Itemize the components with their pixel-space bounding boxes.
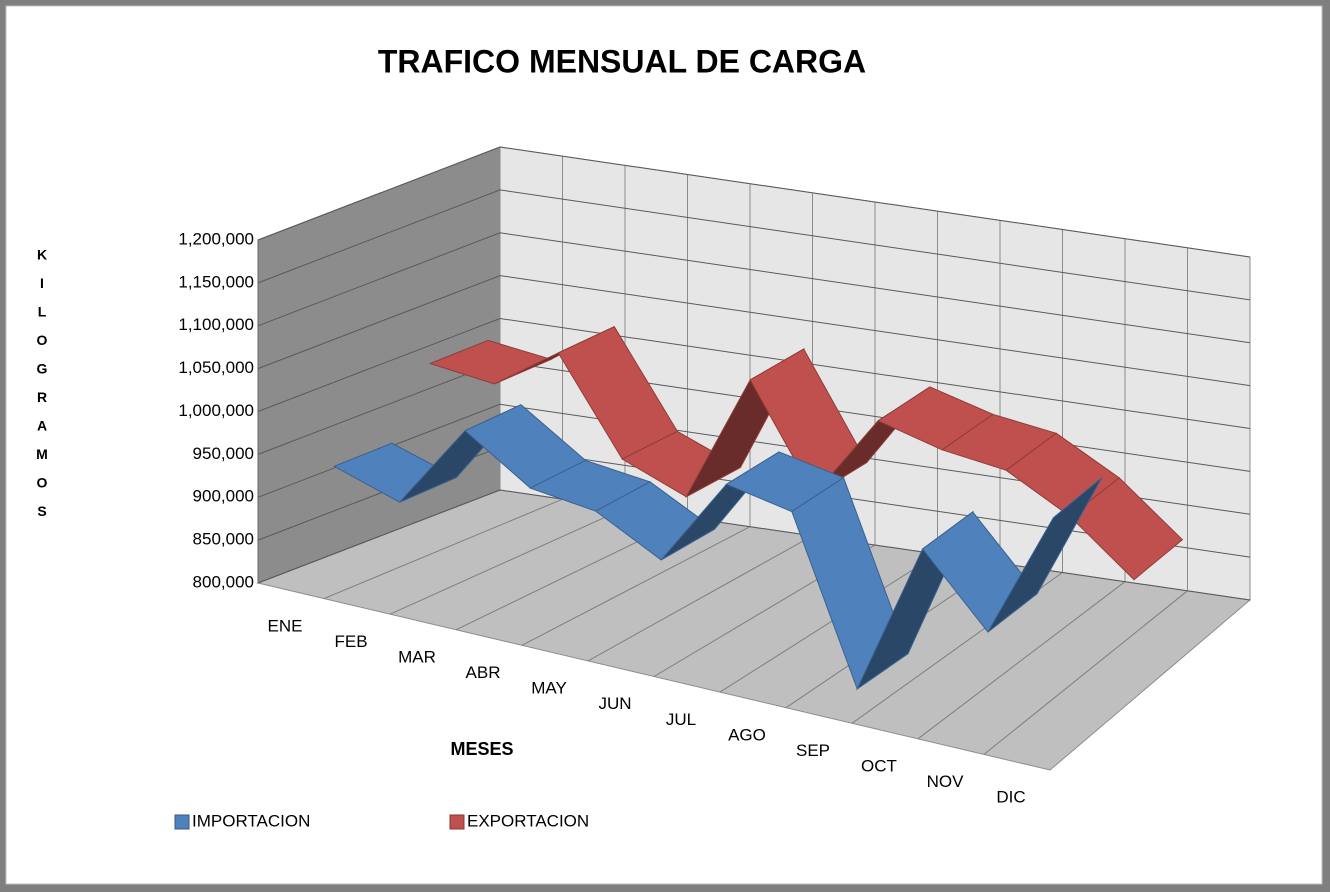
y-axis-label-letter: M (36, 446, 48, 462)
y-tick-label: 1,150,000 (178, 272, 254, 291)
y-axis-label-letter: A (37, 418, 47, 434)
y-tick-label: 850,000 (193, 530, 254, 549)
y-tick-label: 900,000 (193, 487, 254, 506)
grid-line (257, 275, 1251, 387)
grid-line (257, 232, 1251, 344)
y-axis-label-letter: I (40, 275, 44, 291)
floor-line (521, 526, 751, 646)
x-tick-label: FEB (334, 632, 367, 651)
x-tick-label: NOV (927, 772, 965, 791)
y-axis-label-letter: O (37, 475, 48, 491)
x-tick-label: MAR (398, 647, 436, 666)
x-tick-label: JUN (598, 694, 631, 713)
x-tick-label: OCT (861, 757, 897, 776)
y-tick-label: 1,000,000 (178, 401, 254, 420)
y-tick-label: 800,000 (193, 572, 254, 591)
legend-swatch (174, 814, 190, 830)
floor-line (719, 553, 938, 693)
x-axis-label: MESES (450, 739, 513, 759)
legend-swatch (449, 814, 465, 830)
chart-title: TRAFICO MENSUAL DE CARGA (378, 43, 866, 79)
x-tick-label: ENE (268, 616, 303, 635)
grid-line (257, 317, 1251, 429)
y-axis-label-letter: R (37, 389, 47, 405)
y-tick-label: 1,050,000 (178, 358, 254, 377)
grid-line (257, 189, 1251, 301)
grid-line (257, 146, 1251, 258)
floor-line (917, 581, 1126, 740)
y-axis-label-letter: K (37, 247, 47, 263)
y-tick-label: 1,100,000 (178, 315, 254, 334)
x-tick-label: JUL (666, 710, 696, 729)
ribbon-segment (1069, 477, 1184, 581)
legend-label: EXPORTACION (467, 811, 589, 830)
y-tick-label: 1,200,000 (178, 229, 254, 248)
x-tick-label: MAY (531, 679, 567, 698)
floor-line (323, 498, 563, 600)
floor-line (983, 590, 1188, 755)
floor-line (587, 535, 813, 662)
y-axis-label-letter: O (37, 332, 48, 348)
x-tick-label: DIC (996, 788, 1025, 807)
x-tick-label: ABR (466, 663, 501, 682)
y-axis-label-letter: G (37, 361, 48, 377)
y-tick-label: 950,000 (193, 444, 254, 463)
ribbon-segment (987, 477, 1103, 633)
x-tick-label: AGO (728, 725, 766, 744)
y-axis-label-letter: L (38, 304, 47, 320)
x-tick-label: SEP (796, 741, 830, 760)
floor-line (389, 507, 626, 615)
legend-label: IMPORTACION (192, 811, 310, 830)
y-axis-label-letter: S (37, 503, 46, 519)
